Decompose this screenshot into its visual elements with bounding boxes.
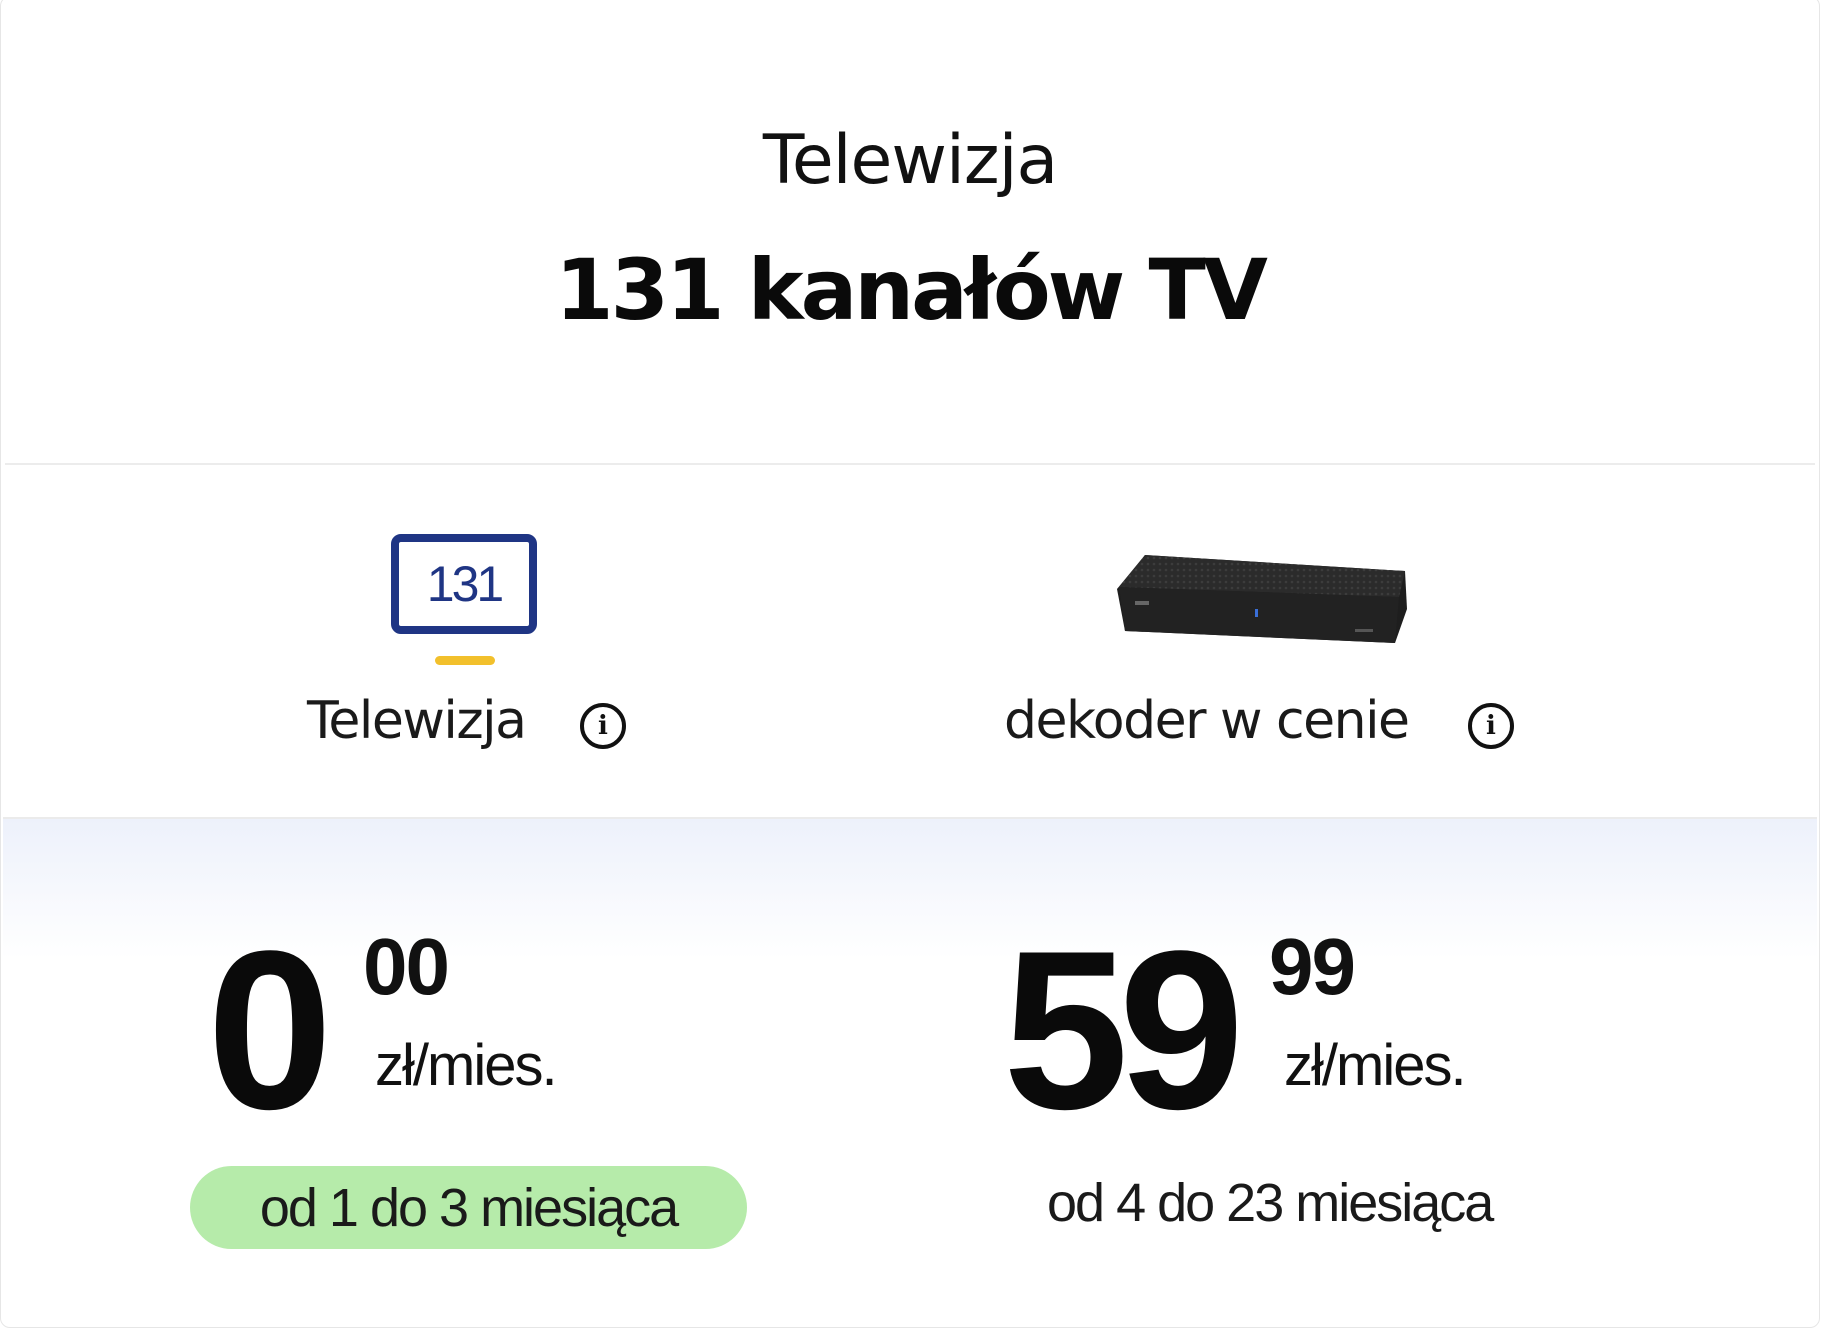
price-period: od 4 do 23 miesiąca <box>1047 1173 1494 1233</box>
price-whole: 0 <box>207 903 333 1156</box>
channel-count: 131 <box>426 556 504 612</box>
feature-label-decoder: dekoder w cenie <box>1004 691 1410 751</box>
price-period: od 1 do 3 miesiąca <box>259 1177 679 1238</box>
decoder-image <box>1117 555 1407 643</box>
price-unit: zł/mies. <box>375 1033 558 1098</box>
info-icon[interactable]: i <box>1468 703 1514 749</box>
price-whole: 59 <box>1003 903 1244 1156</box>
offer-category: Telewizja <box>762 121 1058 200</box>
feature-label-tv: Telewizja <box>307 691 527 751</box>
price-unit: zł/mies. <box>1284 1033 1467 1098</box>
offer-title: 131 kanałów TV <box>555 241 1268 339</box>
promo-period-badge: od 1 do 3 miesiąca <box>190 1166 747 1249</box>
tv-icon: 131 <box>391 534 537 634</box>
price-section <box>3 817 1817 959</box>
divider <box>5 463 1815 465</box>
price-cents: 99 <box>1269 922 1356 1011</box>
tv-stand-icon <box>435 656 495 665</box>
info-icon[interactable]: i <box>580 703 626 749</box>
price-cents: 00 <box>363 922 450 1011</box>
